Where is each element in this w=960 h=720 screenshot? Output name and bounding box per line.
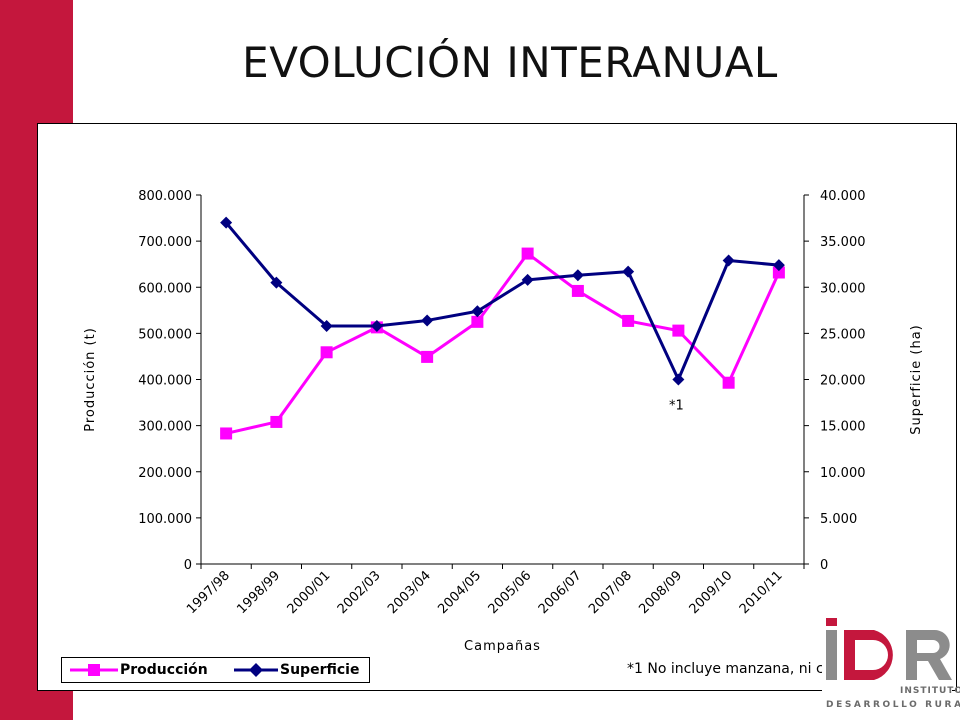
data-point-produccion <box>521 247 534 260</box>
data-point-superficie <box>270 276 283 289</box>
x-tick-label: 2003/04 <box>385 568 434 617</box>
y-tick-label-right: 20.000 <box>820 374 866 389</box>
logo-letters-graphic <box>826 618 952 680</box>
data-point-superficie <box>722 254 735 267</box>
legend-item-superficie: Superficie <box>228 658 368 682</box>
legend-label-produccion: Producción <box>120 662 208 678</box>
logo-line2: DESARROLLO RURAL <box>826 700 960 710</box>
data-point-produccion <box>421 350 434 363</box>
data-point-superficie <box>521 273 534 286</box>
logo-line1: INSTITUTO <box>900 686 960 696</box>
x-tick-label: 2008/09 <box>636 568 685 617</box>
x-tick-label: 2005/06 <box>486 568 535 617</box>
x-tick-label: 2000/01 <box>285 568 334 617</box>
data-point-superficie <box>370 319 383 332</box>
data-point-produccion <box>622 314 635 327</box>
legend-label-superficie: Superficie <box>280 662 360 678</box>
y-tick-label-right: 10.000 <box>820 466 866 481</box>
x-tick-label: 1997/98 <box>184 568 233 617</box>
y-axis-label-left: Producción (t) <box>83 327 98 432</box>
y-tick-label-left: 600.000 <box>138 281 192 296</box>
y-tick-label-right: 40.000 <box>820 189 866 204</box>
page-title: EVOLUCIÓN INTERANUAL <box>242 38 778 87</box>
x-tick-label: 2010/11 <box>737 568 786 617</box>
idr-logo: INSTITUTO DESARROLLO RURAL <box>822 614 960 714</box>
y-tick-label-left: 500.000 <box>138 327 192 342</box>
chart-frame: 0 100.000 200.000 300.000 400.000 500.000 600.… <box>37 123 957 691</box>
x-tick-label: 2007/08 <box>586 568 635 617</box>
y-tick-label-left: 200.000 <box>138 466 192 481</box>
y-tick-label-right: 15.000 <box>820 420 866 435</box>
y-tick-label-right: 5.000 <box>820 512 857 527</box>
data-point-superficie <box>220 216 233 229</box>
legend-marker-produccion <box>70 664 118 676</box>
y-tick-label-right: 0 <box>820 558 828 573</box>
x-tick-label: 2002/03 <box>335 568 384 617</box>
x-tick-label: 1998/99 <box>234 568 283 617</box>
data-point-superficie <box>571 269 584 282</box>
series-line-produccion <box>225 252 781 435</box>
data-point-superficie <box>772 259 785 272</box>
annotation-label: *1 <box>669 399 684 414</box>
data-point-produccion <box>220 427 233 440</box>
data-point-produccion <box>471 315 484 328</box>
x-tick-label: 2004/05 <box>435 568 484 617</box>
y-axis-label-right: Superficie (ha) <box>909 324 924 435</box>
data-point-produccion <box>571 284 584 297</box>
y-tick-label-left: 700.000 <box>138 235 192 250</box>
data-point-superficie <box>672 373 685 386</box>
x-tick-label: 2009/10 <box>687 568 736 617</box>
y-tick-label-right: 25.000 <box>820 327 866 342</box>
legend-item-produccion: Producción <box>62 658 222 682</box>
data-point-produccion <box>772 266 785 279</box>
y-tick-label-right: 35.000 <box>820 235 866 250</box>
y-tick-label-left: 0 <box>184 558 192 573</box>
data-point-produccion <box>722 376 735 389</box>
data-point-superficie <box>471 305 484 318</box>
chart-legend: Producción Superficie <box>61 657 370 683</box>
y-tick-label-left: 400.000 <box>138 374 192 389</box>
data-point-produccion <box>672 324 685 337</box>
y-tick-label-left: 800.000 <box>138 189 192 204</box>
x-tick-label: 2006/07 <box>536 568 585 617</box>
legend-marker-superficie <box>234 663 278 677</box>
data-point-superficie <box>320 319 333 332</box>
data-point-superficie <box>622 265 635 278</box>
y-tick-label-right: 30.000 <box>820 281 866 296</box>
chart-svg: 0 100.000 200.000 300.000 400.000 500.000 600.… <box>83 189 924 654</box>
data-point-superficie <box>421 314 434 327</box>
series-line-superficie <box>224 221 780 381</box>
y-tick-label-left: 100.000 <box>138 512 192 527</box>
y-tick-label-left: 300.000 <box>138 420 192 435</box>
data-point-produccion <box>320 346 333 359</box>
data-point-produccion <box>270 415 283 428</box>
x-axis-label: Campañas <box>464 639 541 654</box>
